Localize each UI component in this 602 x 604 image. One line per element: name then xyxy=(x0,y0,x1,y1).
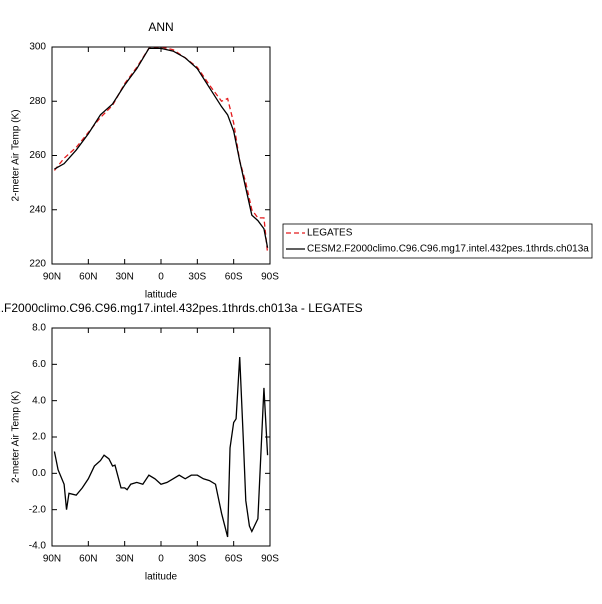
x-axis-label: latitude xyxy=(145,290,178,301)
x-tick-label: 0 xyxy=(158,554,164,565)
y-tick-label: 300 xyxy=(29,42,46,53)
x-tick-label: 90N xyxy=(43,272,61,283)
x-tick-label: 60N xyxy=(79,554,97,565)
chart-title: ANN xyxy=(148,20,173,34)
y-tick-label: -2.0 xyxy=(29,504,47,515)
y-tick-label: -4.0 xyxy=(29,541,47,552)
x-tick-label: 30S xyxy=(188,272,206,283)
x-axis-label: latitude xyxy=(145,572,178,583)
plot-frame xyxy=(51,327,271,547)
legend-label: CESM2.F2000climo.C96.C96.mg17.intel.432p… xyxy=(307,244,589,255)
chart-title: CESM2.F2000climo.C96.C96.mg17.intel.432p… xyxy=(0,301,363,315)
y-tick-label: 240 xyxy=(29,204,46,215)
x-tick-label: 60N xyxy=(79,272,97,283)
y-axis-label: 2-meter Air Temp (K) xyxy=(11,391,22,483)
x-tick-label: 60S xyxy=(225,272,243,283)
data-line xyxy=(54,47,269,248)
y-tick-label: 280 xyxy=(29,96,46,107)
y-tick-label: 220 xyxy=(29,259,46,270)
legend-box xyxy=(282,223,593,259)
y-tick-label: 0.0 xyxy=(32,468,46,479)
x-tick-label: 60S xyxy=(225,554,243,565)
x-tick-label: 90S xyxy=(261,272,279,283)
x-tick-label: 90S xyxy=(261,554,279,565)
legend-label: LEGATES xyxy=(307,228,353,239)
data-line xyxy=(53,357,269,538)
y-tick-label: 260 xyxy=(29,150,46,161)
y-tick-label: 4.0 xyxy=(32,395,46,406)
data-line xyxy=(53,46,269,254)
y-tick-label: 8.0 xyxy=(32,323,46,334)
y-axis-label: 2-meter Air Temp (K) xyxy=(11,109,22,201)
plot-frame xyxy=(51,46,271,265)
y-tick-label: 2.0 xyxy=(32,432,46,443)
x-tick-label: 30N xyxy=(115,554,133,565)
y-tick-label: 6.0 xyxy=(32,359,46,370)
x-tick-label: 30N xyxy=(115,272,133,283)
x-tick-label: 0 xyxy=(158,272,164,283)
x-tick-label: 90N xyxy=(43,554,61,565)
x-tick-label: 30S xyxy=(188,554,206,565)
